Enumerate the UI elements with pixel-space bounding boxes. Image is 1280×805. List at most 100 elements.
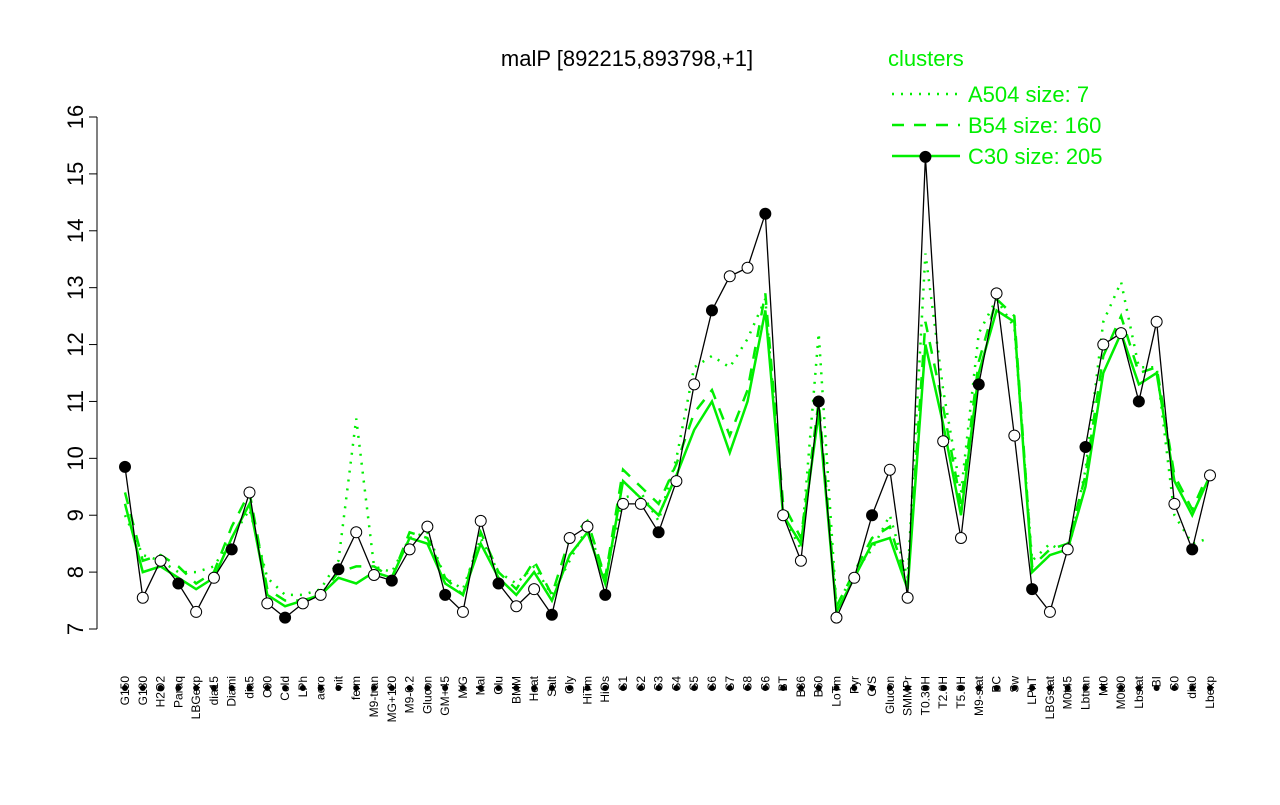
data-point xyxy=(652,526,665,539)
x-tick-label: S7 xyxy=(723,676,737,691)
rug-mark xyxy=(993,685,1000,691)
x-tick-label: GM+45 xyxy=(438,676,452,716)
x-tick-label: S0 xyxy=(1167,676,1181,691)
data-point xyxy=(332,563,345,576)
y-tick-label: 11 xyxy=(63,390,88,413)
x-tick-label: S4 xyxy=(669,676,683,691)
x-tick-label: nit xyxy=(331,675,345,688)
x-tick-label: dia5 xyxy=(243,676,257,699)
rug-mark xyxy=(566,685,573,691)
data-point xyxy=(225,543,238,556)
rug-mark xyxy=(620,685,627,691)
x-tick-label: S1 xyxy=(616,676,630,691)
data-point xyxy=(403,543,416,556)
x-tick-label: Lbtran xyxy=(1078,676,1092,710)
rug-mark xyxy=(388,685,395,691)
x-tick-label: Glu xyxy=(492,676,506,695)
rug-mark xyxy=(762,685,769,691)
data-point xyxy=(705,304,718,317)
data-point xyxy=(830,611,843,624)
x-tick-label: G/S xyxy=(865,676,879,697)
data-point xyxy=(901,591,914,604)
x-tick-label: M0t45 xyxy=(1061,676,1075,710)
y-tick-label: 16 xyxy=(63,105,88,129)
rug-mark xyxy=(513,685,520,691)
legend-title: clusters xyxy=(888,46,964,71)
x-tick-label: Pyr xyxy=(847,676,861,694)
x-tick-label: G180 xyxy=(136,676,150,706)
x-tick-label: M9-stat xyxy=(972,675,986,716)
y-tick-label: 10 xyxy=(63,446,88,470)
data-point xyxy=(688,378,701,391)
rug-mark xyxy=(957,685,964,691)
rug-mark xyxy=(495,685,502,691)
data-point xyxy=(1186,543,1199,556)
rug-mark xyxy=(797,685,804,691)
data-point xyxy=(119,460,131,473)
data-point xyxy=(190,605,203,618)
x-tick-label: LPhT xyxy=(1025,675,1039,704)
data-point xyxy=(954,531,967,544)
data-point xyxy=(848,571,861,584)
data-point xyxy=(296,597,309,610)
rug-mark xyxy=(548,685,555,691)
rug-mark xyxy=(886,685,893,691)
rug-mark xyxy=(477,685,484,691)
x-tick-label: BI xyxy=(1150,676,1164,687)
data-point xyxy=(759,207,772,220)
x-tick-label: LBGstat xyxy=(1043,675,1057,719)
x-tick-label: BC xyxy=(990,676,1004,693)
x-tick-label: LoTm xyxy=(829,676,843,707)
data-point xyxy=(1008,429,1021,442)
x-tick-label: Lbexp xyxy=(1203,676,1217,709)
x-tick-label: C90 xyxy=(260,676,274,698)
data-point xyxy=(794,554,807,567)
data-point xyxy=(1115,327,1128,340)
chart-title: malP [892215,893798,+1] xyxy=(501,46,753,71)
x-tick-label: HiTm xyxy=(580,676,594,705)
rug-mark xyxy=(282,685,289,691)
x-tick-label: H2O2 xyxy=(154,676,168,708)
x-tick-label: M0t90 xyxy=(1114,676,1128,710)
x-tick-label: dia15 xyxy=(207,676,221,706)
y-tick-label: 14 xyxy=(63,219,88,243)
data-point xyxy=(421,520,434,533)
data-point xyxy=(777,509,790,522)
rug-mark xyxy=(1046,685,1053,691)
rug-mark xyxy=(1207,685,1213,691)
x-tick-label: M9-tran xyxy=(367,676,381,717)
data-point xyxy=(563,531,576,544)
rug-mark xyxy=(157,685,164,691)
data-point xyxy=(1168,497,1181,510)
x-tick-label: BT xyxy=(776,675,790,691)
legend-label: A504 size: 7 xyxy=(968,82,1089,107)
legend-label: B54 size: 160 xyxy=(968,113,1101,138)
rug-mark xyxy=(371,685,378,691)
data-point xyxy=(812,395,825,408)
data-point xyxy=(937,435,950,448)
rug-mark xyxy=(869,685,876,691)
x-tick-label: Gly xyxy=(563,676,577,694)
x-tick-label: S5 xyxy=(687,676,701,691)
rug-mark xyxy=(655,685,662,691)
rug-mark xyxy=(299,685,306,691)
rug-mark xyxy=(851,685,858,691)
y-tick-label: 13 xyxy=(63,275,88,299)
rug-mark xyxy=(602,685,609,691)
data-point xyxy=(617,497,630,510)
rug-mark xyxy=(335,685,342,691)
rug-mark xyxy=(708,685,715,691)
rug-mark xyxy=(744,685,751,691)
rug-mark xyxy=(424,685,431,691)
x-tick-label: B60 xyxy=(812,676,826,698)
data-point xyxy=(581,520,594,533)
x-tick-label: S3 xyxy=(652,676,666,691)
data-point xyxy=(919,150,932,163)
x-tick-label: MG+120 xyxy=(385,676,399,723)
rug-mark xyxy=(1171,685,1178,691)
rug-mark xyxy=(1135,685,1142,691)
rug-mark xyxy=(815,685,822,691)
rug-mark xyxy=(1189,685,1196,691)
rug-mark xyxy=(940,685,947,691)
data-point xyxy=(368,568,381,581)
